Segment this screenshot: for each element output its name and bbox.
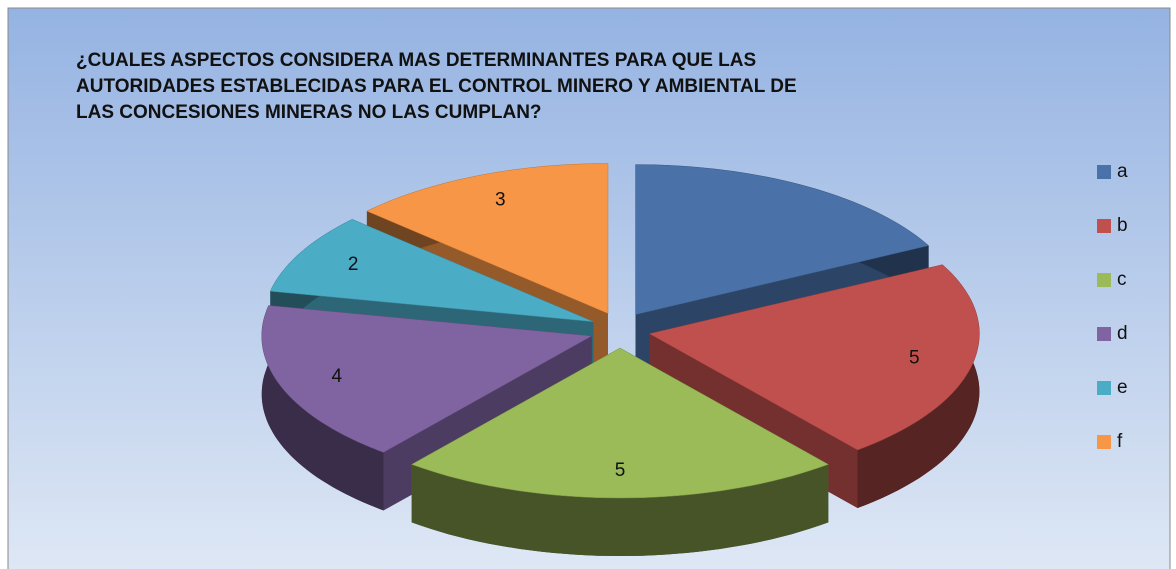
slice (366, 163, 609, 314)
slice (635, 164, 930, 315)
slice (261, 305, 593, 453)
labels: 5 5 4 2 3 (331, 190, 919, 481)
slice-wall (411, 464, 829, 556)
legend-label: a (1117, 161, 1128, 182)
data-label: 5 (909, 348, 920, 369)
slice (648, 264, 980, 451)
legend-label: b (1117, 215, 1128, 236)
legend-label: c (1117, 269, 1127, 290)
slice (269, 219, 594, 322)
legend-swatch (1097, 327, 1111, 341)
slice (411, 347, 829, 499)
legend-swatch (1097, 273, 1111, 287)
data-label: 5 (615, 460, 626, 481)
legend-label: d (1117, 323, 1128, 344)
slice-wall (261, 305, 384, 511)
data-label: 2 (348, 254, 359, 275)
legend-swatch (1097, 435, 1111, 449)
data-label: 4 (331, 366, 342, 387)
chart-title: ¿CUALES ASPECTOS CONSIDERA MAS DETERMINA… (76, 50, 797, 123)
legend-label: f (1117, 431, 1123, 452)
pie (261, 163, 980, 556)
data-label: 3 (495, 190, 506, 211)
legend-label: e (1117, 377, 1128, 398)
legend-swatch (1097, 165, 1111, 179)
legend-swatch (1097, 219, 1111, 233)
legend: a b c d e f (1097, 161, 1128, 452)
legend-swatch (1097, 381, 1111, 395)
